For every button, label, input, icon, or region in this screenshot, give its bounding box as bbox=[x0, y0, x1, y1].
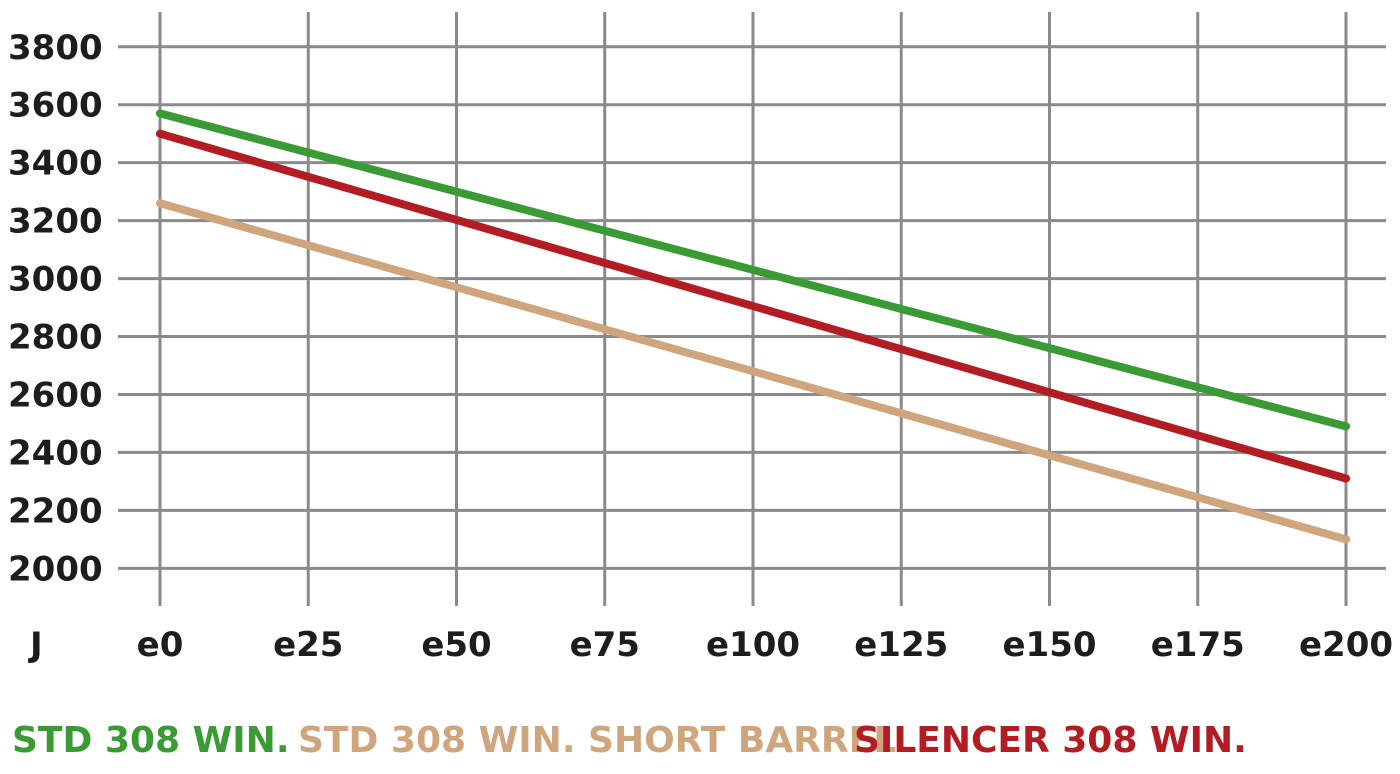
y-tick-label: 3600 bbox=[8, 86, 103, 126]
y-tick-label: 2200 bbox=[8, 491, 103, 531]
x-tick-label: e75 bbox=[570, 625, 640, 665]
x-tick-label: e0 bbox=[137, 625, 184, 665]
legend-entry: STD 308 WIN. SHORT BARREL bbox=[298, 720, 896, 761]
series-line-1 bbox=[156, 199, 1350, 544]
x-tick-label: e100 bbox=[706, 625, 800, 665]
y-tick-label: 2400 bbox=[8, 433, 103, 473]
data-point bbox=[1342, 422, 1350, 431]
y-axis-label: J bbox=[28, 625, 43, 665]
x-tick-label: e200 bbox=[1299, 625, 1393, 665]
y-tick-label: 2000 bbox=[8, 549, 103, 589]
legend-entry: SILENCER 308 WIN. bbox=[854, 720, 1247, 761]
legend-entry: STD 308 WIN. bbox=[12, 720, 290, 761]
y-tick-label: 3200 bbox=[8, 202, 103, 242]
data-point bbox=[1342, 474, 1350, 483]
series-line-2 bbox=[156, 129, 1350, 483]
x-tick-label: e50 bbox=[421, 625, 491, 665]
x-tick-label: e175 bbox=[1151, 625, 1245, 665]
y-tick-label: 3800 bbox=[8, 28, 103, 68]
y-tick-label: 3400 bbox=[8, 144, 103, 184]
y-tick-label: 3000 bbox=[8, 260, 103, 300]
series-line-0 bbox=[156, 109, 1350, 431]
data-point bbox=[156, 109, 164, 118]
data-point bbox=[156, 129, 164, 138]
y-tick-label: 2600 bbox=[8, 375, 103, 415]
data-point bbox=[1342, 535, 1350, 544]
x-tick-label: e125 bbox=[854, 625, 948, 665]
y-tick-label: 2800 bbox=[8, 318, 103, 358]
data-point bbox=[156, 199, 164, 208]
x-tick-label: e25 bbox=[273, 625, 343, 665]
x-tick-label: e150 bbox=[1002, 625, 1096, 665]
